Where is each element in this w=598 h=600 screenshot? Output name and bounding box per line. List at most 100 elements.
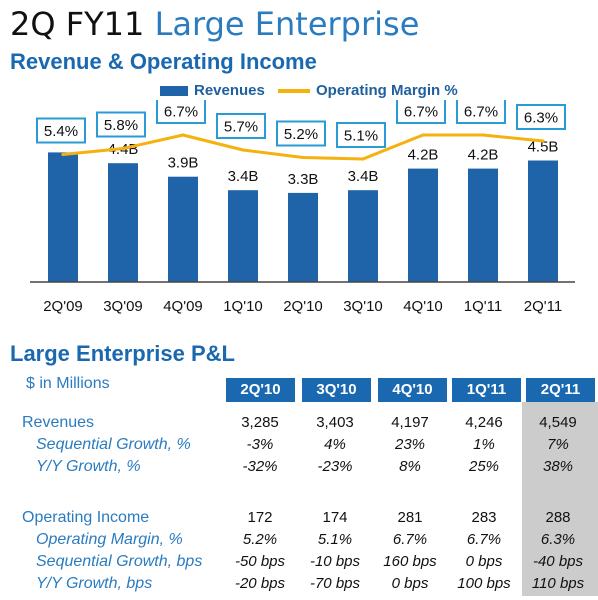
margin-value-label: 5.8% — [104, 117, 138, 134]
column-header: 2Q'11 — [526, 378, 595, 402]
table-cell: 4,197 — [391, 414, 429, 431]
revenue-value-label: 3.9B — [168, 155, 199, 172]
margin-value-label: 5.2% — [284, 126, 318, 143]
row-label: Sequential Growth, bps — [36, 553, 203, 570]
table-cell: 172 — [247, 509, 273, 526]
row-label: Y/Y Growth, bps — [36, 575, 153, 592]
units-label: $ in Millions — [26, 375, 110, 392]
row-label: Sequential Growth, % — [36, 436, 191, 453]
margin-label-box — [36, 117, 86, 144]
table-cell: 4,549 — [539, 414, 577, 431]
table-cell: 281 — [397, 509, 423, 526]
table-cell: 4% — [324, 436, 346, 453]
table-cell: 8% — [399, 458, 421, 475]
table-cell: 3,403 — [316, 414, 354, 431]
operating-margin-point — [121, 146, 125, 151]
table-cell: 5.1% — [317, 531, 353, 548]
chart-subtitle: Revenue & Operating Income — [10, 49, 317, 74]
table-cell: -3% — [246, 436, 274, 453]
revenue-value-label: 4.5B — [528, 139, 559, 156]
table-cell: 283 — [471, 509, 497, 526]
row-label: Operating Margin, % — [36, 531, 183, 548]
x-tick-label: 4Q'10 — [403, 298, 443, 315]
margin-value-label: 6.7% — [404, 104, 438, 121]
operating-margin-point — [181, 133, 185, 137]
x-tick-label: 2Q'10 — [283, 298, 323, 315]
margin-value-label: 6.7% — [164, 104, 198, 121]
margin-value-label: 6.7% — [464, 104, 498, 121]
table-cell: 7% — [547, 436, 569, 453]
revenue-bar — [108, 163, 138, 282]
legend-swatch-revenues — [160, 86, 188, 96]
margin-label-box — [516, 104, 566, 130]
revenue-bar — [408, 168, 438, 282]
table-cell: 3,285 — [241, 414, 279, 431]
x-tick-label: 3Q'09 — [103, 298, 143, 315]
margin-label-box — [216, 113, 266, 139]
table-cell: 25% — [468, 458, 500, 475]
page-title: 2Q FY11 Large Enterprise — [10, 2, 419, 46]
table-cell: 0 bps — [465, 553, 503, 570]
operating-margin-point — [361, 157, 365, 161]
revenue-bar — [48, 152, 78, 282]
table-cell: -40 bps — [532, 553, 584, 570]
table-cell: 5.2% — [242, 531, 278, 548]
margin-value-label: 5.1% — [344, 128, 378, 145]
legend-swatch-operating-margin — [278, 89, 310, 93]
x-tick-label: 3Q'10 — [343, 298, 383, 315]
table-cell: -70 bps — [309, 575, 361, 592]
margin-value-label: 6.3% — [524, 110, 558, 127]
revenue-bar — [528, 160, 558, 282]
margin-value-label: 5.7% — [224, 119, 258, 136]
revenue-bar — [168, 176, 198, 282]
revenue-value-label: 4.2B — [408, 147, 439, 164]
table-cell: 288 — [545, 509, 571, 526]
table-cell: 1% — [473, 436, 495, 453]
table-cell: 4,246 — [465, 414, 503, 431]
title-period: 2Q FY11 — [10, 5, 145, 43]
highlight-column — [522, 402, 598, 596]
revenue-bar — [228, 190, 258, 282]
table-cell: -10 bps — [309, 553, 361, 570]
column-header: 4Q'10 — [378, 378, 447, 402]
legend-label-operating-margin: Operating Margin % — [316, 82, 458, 99]
revenue-bar — [348, 190, 378, 282]
operating-margin-point — [481, 133, 485, 137]
revenue-margin-chart: 4.8B2Q'094.4B3Q'093.9B4Q'093.4B1Q'103.3B… — [30, 100, 575, 315]
legend-item-operating-margin: Operating Margin % — [278, 81, 458, 101]
column-header: 2Q'10 — [226, 378, 295, 402]
table-cell: 6.3% — [540, 531, 576, 548]
table-cell: 23% — [394, 436, 426, 453]
table-cell: 6.7% — [392, 531, 428, 548]
column-header: 3Q'10 — [302, 378, 371, 402]
table-cell: -50 bps — [234, 553, 286, 570]
x-tick-label: 1Q'10 — [223, 298, 263, 315]
operating-margin-point — [541, 139, 545, 143]
revenue-value-label: 3.4B — [348, 168, 379, 185]
margin-label-box — [156, 100, 206, 124]
table-cell: -23% — [317, 458, 353, 475]
margin-label-box — [396, 100, 446, 124]
margin-label-box — [336, 122, 386, 148]
revenue-bar — [288, 192, 318, 282]
margin-label-box — [276, 120, 326, 147]
pl-title: Large Enterprise P&L — [10, 341, 235, 366]
margin-value-label: 5.4% — [44, 123, 78, 140]
table-cell: -20 bps — [234, 575, 286, 592]
x-tick-label: 1Q'11 — [464, 298, 502, 315]
row-label: Operating Income — [22, 509, 150, 526]
legend-item-revenues: Revenues — [160, 81, 265, 101]
legend-label-revenues: Revenues — [194, 82, 265, 99]
table-cell: 160 bps — [383, 553, 437, 570]
column-header: 1Q'11 — [452, 378, 521, 402]
operating-margin-point — [61, 152, 65, 157]
x-tick-label: 4Q'09 — [163, 298, 203, 315]
operating-margin-point — [421, 133, 425, 137]
operating-margin-point — [301, 155, 305, 160]
table-cell: 0 bps — [391, 575, 429, 592]
table-cell: -32% — [242, 458, 278, 475]
table-cell: 38% — [542, 458, 574, 475]
margin-label-box — [456, 100, 506, 124]
operating-margin-point — [241, 148, 245, 152]
table-cell: 174 — [322, 509, 348, 526]
